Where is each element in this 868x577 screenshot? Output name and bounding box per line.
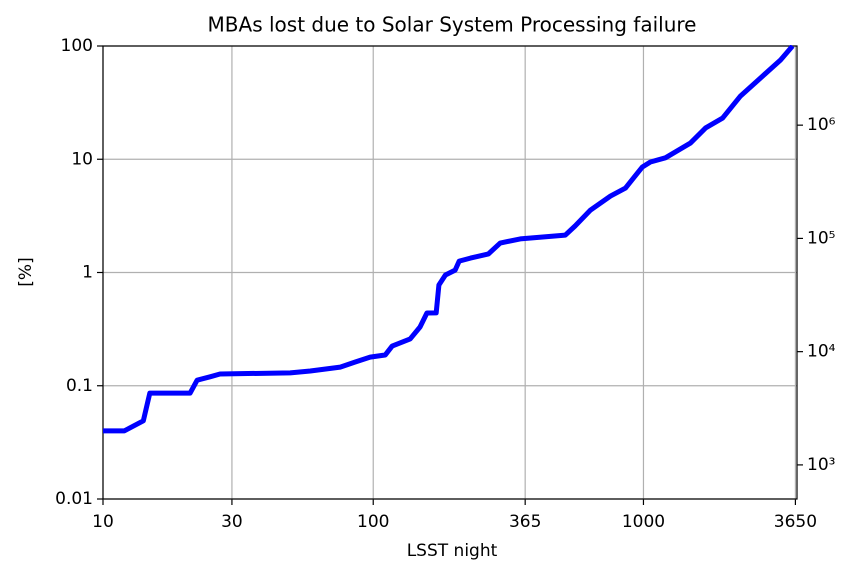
y-tick-label: 0.01 xyxy=(55,489,93,509)
x-tick-label: 10 xyxy=(92,512,114,532)
y2-tick-label: 10⁶ xyxy=(807,115,836,135)
x-tick-label: 365 xyxy=(509,512,541,532)
y2-tick-label: 10⁵ xyxy=(807,228,835,248)
data-line xyxy=(103,45,795,434)
y-tick-label: 10 xyxy=(71,149,93,169)
y-tick-label: 0.1 xyxy=(66,376,93,396)
x-tick-label: 1000 xyxy=(622,512,665,532)
x-axis-label: LSST night xyxy=(407,541,498,561)
x-tick-label: 100 xyxy=(357,512,389,532)
y2-tick-label: 10³ xyxy=(807,455,835,475)
y2-tick-label: 10⁴ xyxy=(807,342,836,362)
x-tick-label: 30 xyxy=(221,512,243,532)
plot-frame xyxy=(102,45,798,500)
x-tick-label: 3650 xyxy=(774,512,817,532)
y-axis-label: [%] xyxy=(16,257,36,286)
y-tick-label: 1 xyxy=(82,263,93,283)
y-tick-label: 100 xyxy=(61,36,93,56)
chart-title: MBAs lost due to Solar System Processing… xyxy=(208,13,697,37)
